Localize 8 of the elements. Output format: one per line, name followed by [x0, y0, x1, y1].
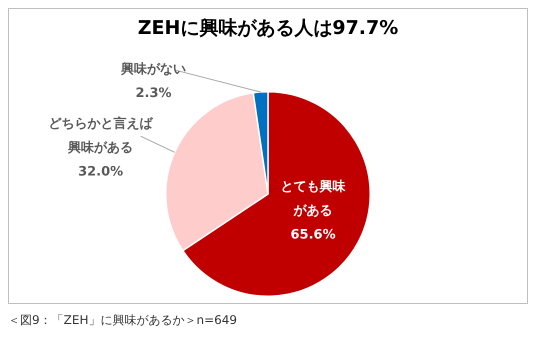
slice-label: とても興味がある	[280, 179, 347, 218]
data-label: 2.3%	[135, 86, 172, 102]
chart-title: ZEHに興味がある人は97.7%	[136, 16, 400, 41]
data-label: 65.6%	[290, 227, 336, 242]
slice-label: どちらかと言えば興味がある	[48, 116, 154, 156]
data-label: 32.0%	[78, 164, 124, 180]
slice-label: 興味がない	[120, 62, 186, 78]
text: ＜図9：「ZEH」に興味があるか＞n=649	[8, 312, 238, 329]
